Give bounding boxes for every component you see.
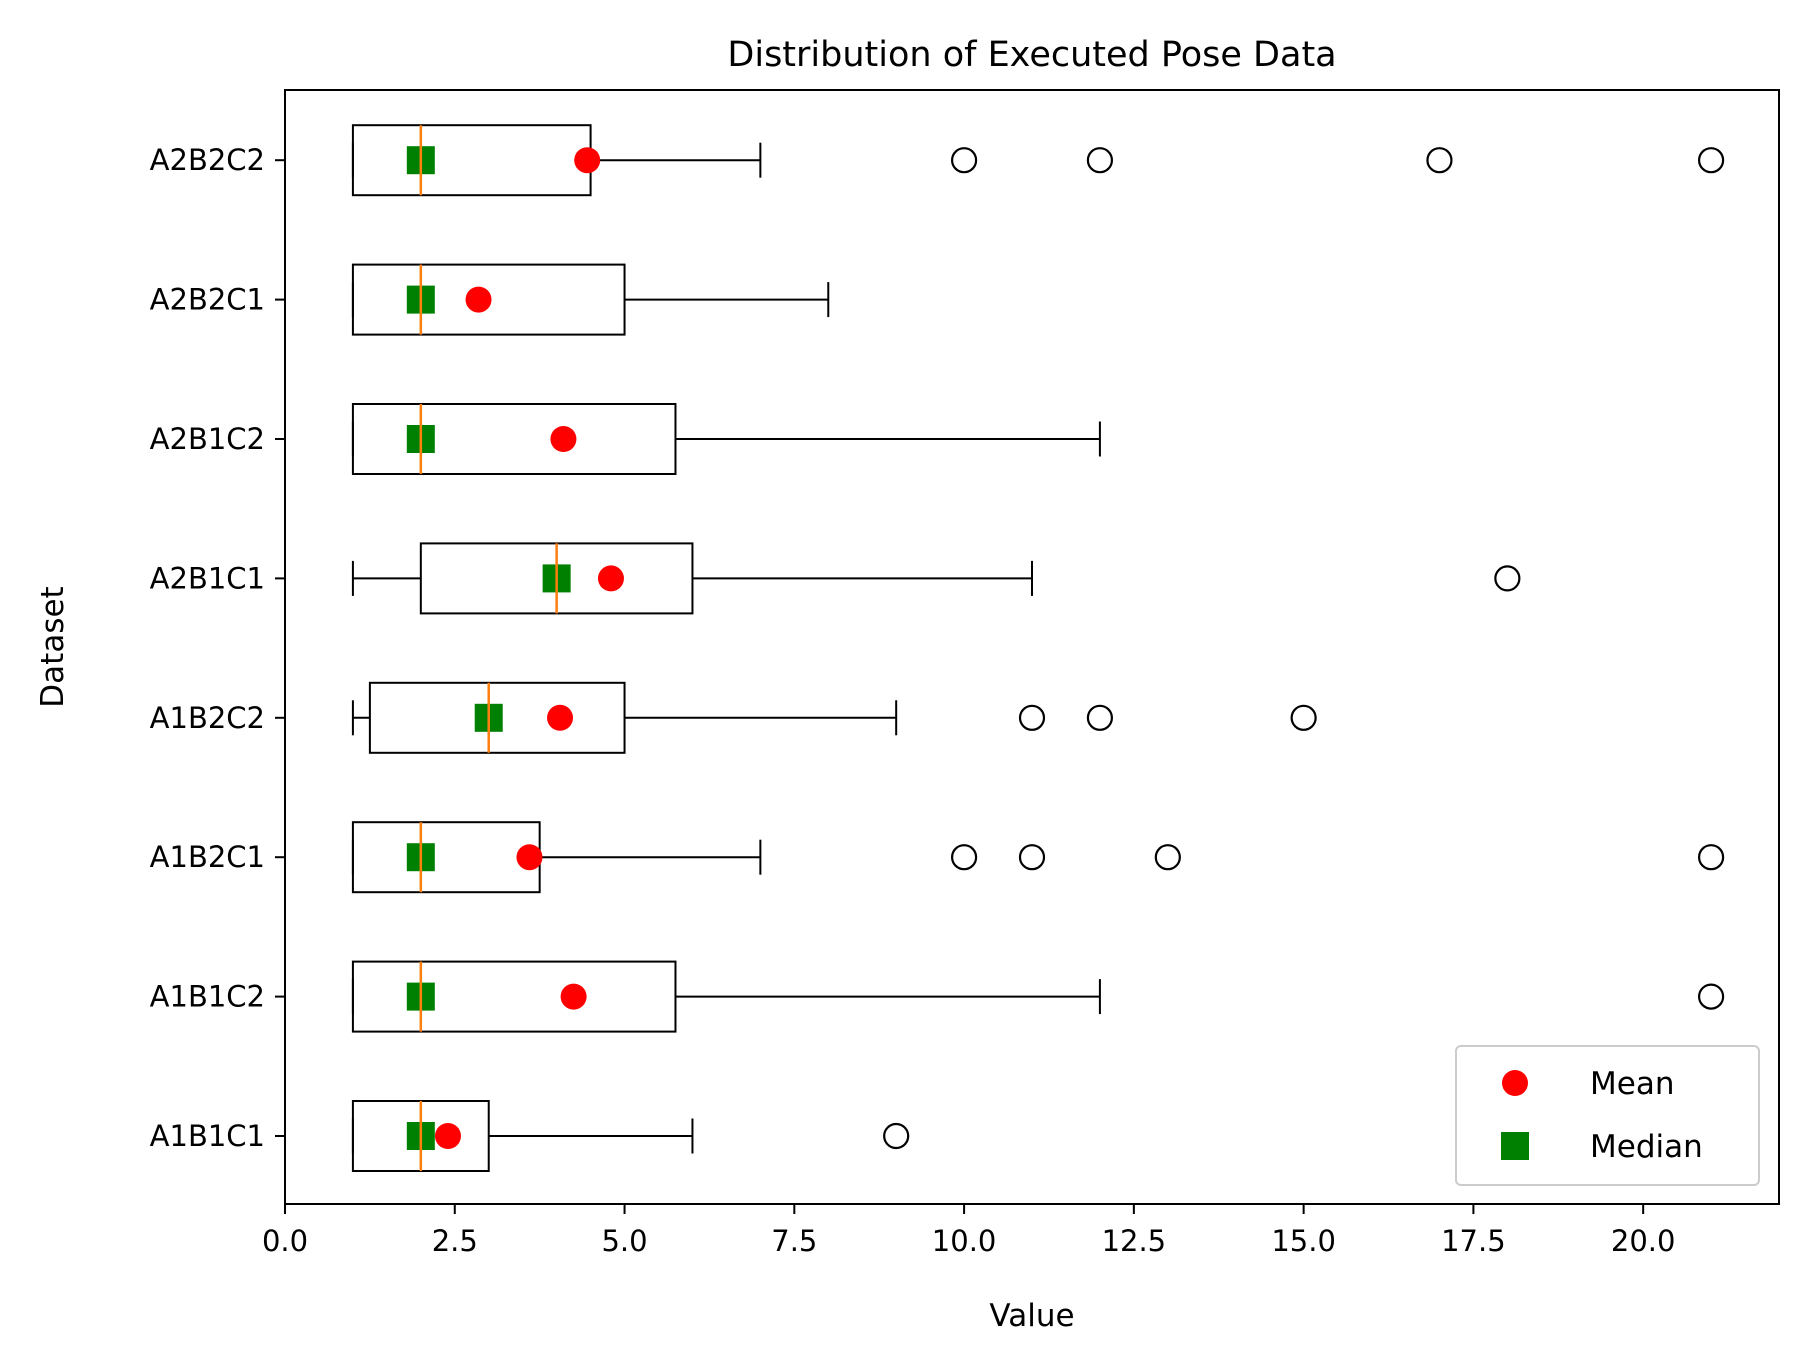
x-tick-label: 15.0 — [1271, 1224, 1336, 1258]
outlier-point — [1697, 983, 1725, 1010]
x-tick-label: 0.0 — [262, 1224, 308, 1258]
y-tick-label: A1B2C1 — [150, 840, 265, 874]
mean-marker — [550, 426, 577, 452]
legend: Mean Median — [1455, 1045, 1760, 1186]
box-group — [351, 542, 1521, 615]
iqr-box — [351, 403, 677, 475]
mean-marker — [560, 983, 587, 1010]
legend-mean-marker — [1502, 1070, 1528, 1096]
legend-label: Mean — [1590, 1066, 1674, 1102]
mean-marker — [465, 286, 492, 313]
box-group — [351, 1100, 910, 1172]
iqr-box — [351, 263, 626, 336]
mean-marker — [434, 1123, 461, 1149]
mean-marker — [597, 565, 624, 592]
y-tick-label: A2B1C2 — [150, 422, 265, 456]
y-tick-label: A1B1C2 — [150, 980, 265, 1014]
legend-label: Median — [1590, 1129, 1703, 1165]
box-group — [351, 263, 830, 336]
x-tick-label: 12.5 — [1102, 1224, 1167, 1258]
x-tick-label: 2.5 — [432, 1224, 478, 1258]
box-group — [351, 681, 1317, 754]
axes-frame — [284, 89, 1780, 1205]
outlier-point — [1086, 704, 1114, 731]
outlier-point — [950, 844, 978, 871]
outlier-point — [1018, 844, 1046, 871]
plot-area — [351, 124, 1725, 1172]
y-tick-label: A1B1C1 — [150, 1119, 265, 1153]
outlier-point — [1697, 844, 1725, 871]
box-group — [351, 821, 1725, 894]
legend-box — [1455, 1045, 1760, 1186]
outlier-point — [1154, 844, 1181, 871]
legend-median-marker — [1501, 1132, 1529, 1160]
y-tick-label: A2B2C1 — [150, 283, 265, 317]
chart-title: Distribution of Executed Pose Data — [727, 35, 1336, 75]
outlier-point — [883, 1122, 910, 1150]
outlier-point — [1290, 704, 1317, 731]
x-tick-label: 5.0 — [601, 1224, 647, 1258]
x-axis-label: Value — [989, 1298, 1074, 1334]
outlier-point — [1426, 147, 1453, 174]
outlier-point — [1494, 565, 1521, 592]
y-tick-label: A2B2C2 — [150, 143, 265, 177]
outlier-point — [950, 147, 978, 174]
box-group — [351, 403, 1101, 475]
y-axis-label: Dataset — [35, 586, 71, 707]
y-tick-label: A1B2C2 — [150, 701, 265, 735]
iqr-box — [351, 821, 541, 894]
outlier-point — [1697, 147, 1725, 174]
axis-ticks: A1B1C1 A1B1C2 A1B2C1 A1B2C2 A2B1C1 A2B1C2 A2B2… — [150, 143, 1676, 1258]
mean-marker — [547, 704, 574, 731]
box-group — [351, 960, 1725, 1033]
outlier-point — [1086, 147, 1114, 174]
y-tick-label: A2B1C1 — [150, 561, 265, 595]
x-tick-label: 17.5 — [1441, 1224, 1506, 1258]
x-tick-label: 20.0 — [1611, 1224, 1676, 1258]
x-tick-label: 10.0 — [932, 1224, 997, 1258]
mean-marker — [574, 147, 601, 174]
iqr-box — [368, 681, 626, 754]
outlier-point — [1018, 704, 1046, 731]
iqr-box — [351, 960, 677, 1033]
x-tick-label: 7.5 — [771, 1224, 817, 1258]
box-group — [351, 124, 1725, 197]
mean-marker — [516, 844, 543, 871]
iqr-box — [351, 124, 592, 197]
